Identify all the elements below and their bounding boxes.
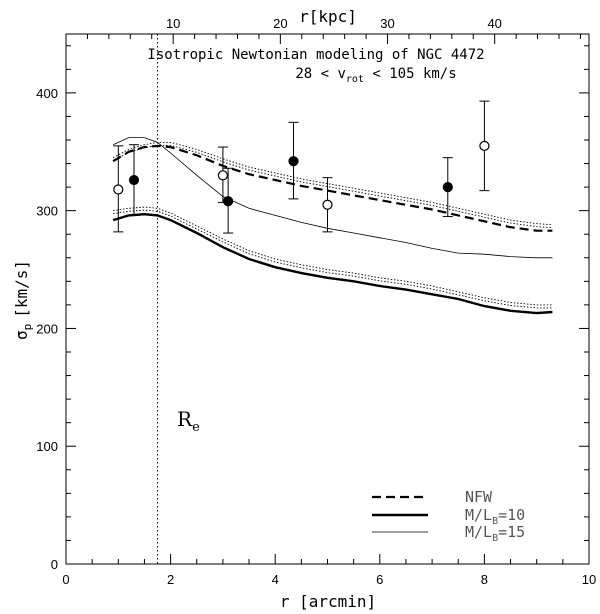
x-tick-label: 8 <box>481 572 488 587</box>
data-point-filled <box>288 156 299 167</box>
x2-tick-label: 30 <box>380 16 394 31</box>
curve-m-l-b-15 <box>112 137 553 259</box>
y-tick-label: 200 <box>36 321 58 336</box>
data-point-filled <box>442 182 453 193</box>
x-tick-label: 6 <box>376 572 383 587</box>
legend-label-ml10: M/LB=10 <box>465 506 525 527</box>
x2-tick-labels: 10 20 30 40 <box>166 16 502 31</box>
x2-tick-label: 10 <box>166 16 180 31</box>
chart-title-line2: 28 < vrot < 105 km/s <box>295 66 456 85</box>
x2-tick-label: 40 <box>487 16 501 31</box>
data-points <box>113 100 490 234</box>
plot-frame <box>65 33 590 565</box>
data-point-open <box>217 170 228 181</box>
y-tick-labels: 0 100 200 300 400 <box>36 86 58 572</box>
x-tick-labels: 0 2 4 6 8 10 <box>62 572 596 587</box>
x-axis-label: r [arcmin] <box>280 592 376 611</box>
data-point-filled <box>223 196 234 207</box>
model-curves <box>112 137 553 315</box>
effective-radius-label: Re <box>177 407 200 435</box>
legend: NFW M/LB=10 M/LB=15 <box>372 488 525 544</box>
curve-band <box>113 209 553 309</box>
data-point-open <box>479 140 490 151</box>
x2-tick-label: 20 <box>273 16 287 31</box>
x-tick-label: 10 <box>582 572 596 587</box>
axis-ticks <box>65 34 590 565</box>
y-tick-label: 0 <box>51 557 58 572</box>
y-axis-label: σp[km/s] <box>12 260 34 340</box>
data-point-open <box>113 184 124 195</box>
curve-nfw <box>112 144 553 232</box>
y-tick-label: 100 <box>36 439 58 454</box>
x2-axis-label: r[kpc] <box>299 7 357 26</box>
legend-label-nfw: NFW <box>465 488 493 506</box>
data-point-open <box>322 199 333 210</box>
x-tick-label: 4 <box>272 572 279 587</box>
curve-band <box>112 144 553 229</box>
y-tick-label: 400 <box>36 86 58 101</box>
chart-title-line1: Isotropic Newtonian modeling of NGC 4472 <box>147 47 484 63</box>
curve-nfw-upper <box>112 141 553 226</box>
y-tick-label: 300 <box>36 204 58 219</box>
curve-m-l-b-10-upper <box>113 206 553 306</box>
curve-m-l-b-10 <box>112 212 553 315</box>
data-point-filled <box>128 174 140 186</box>
x-tick-label: 0 <box>62 572 69 587</box>
x-tick-label: 2 <box>167 572 174 587</box>
legend-label-ml15: M/LB=15 <box>465 523 525 544</box>
